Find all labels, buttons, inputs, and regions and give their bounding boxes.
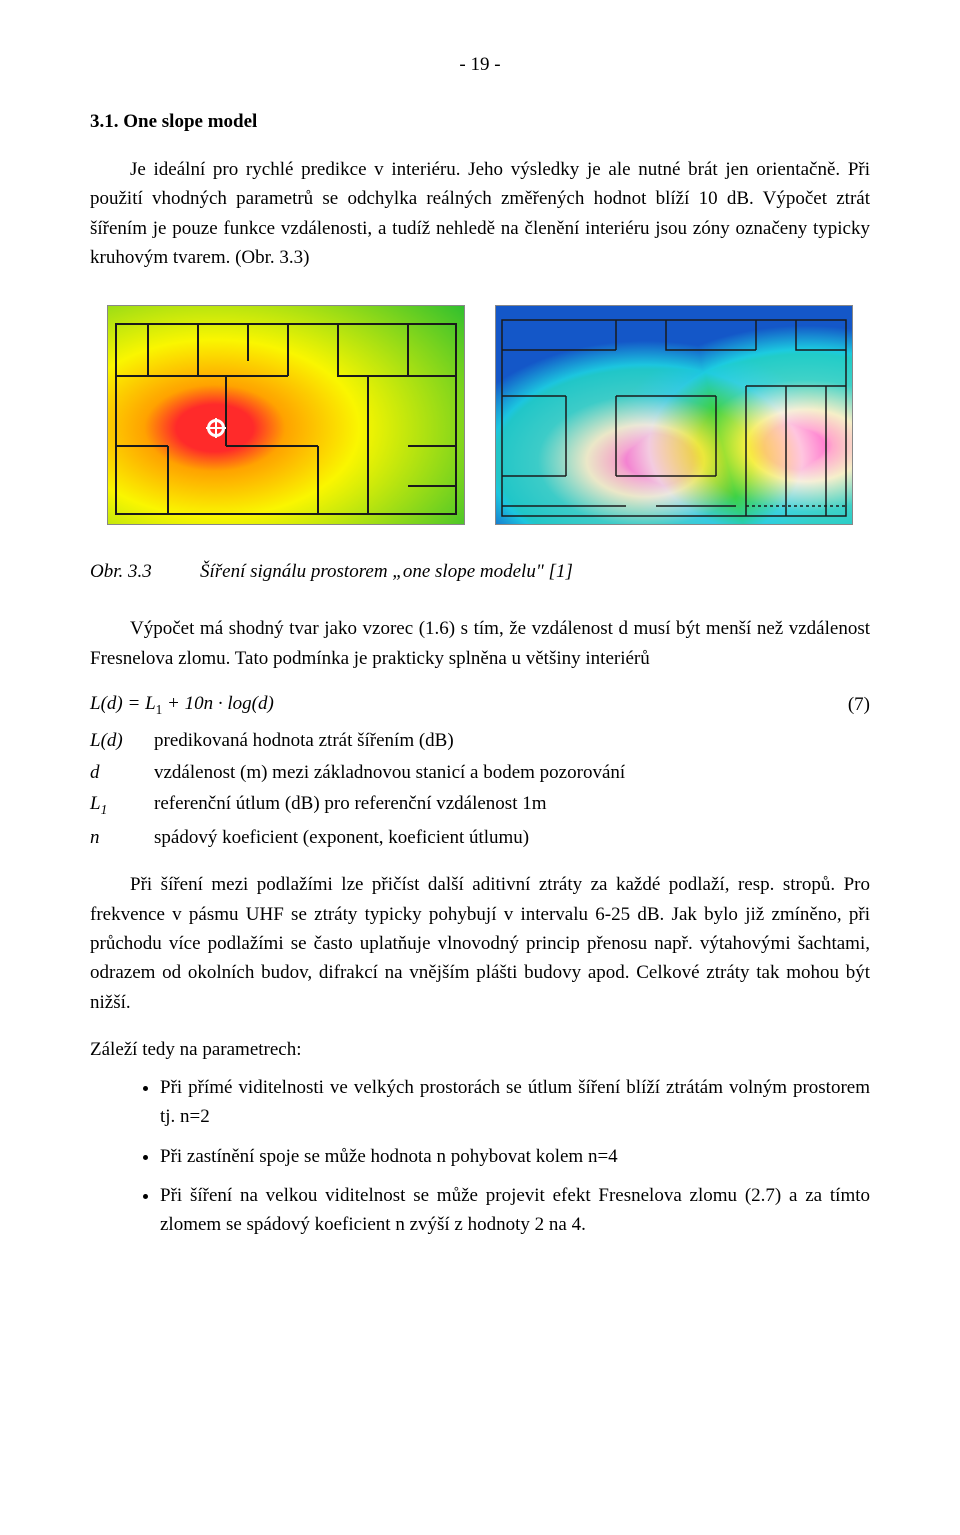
equation-row: L(d) = L1 + 10n · log(d) (7) xyxy=(90,689,870,720)
def-row: d vzdálenost (m) mezi základnovou stanic… xyxy=(90,758,870,787)
bullet-list: Při přímé viditelnosti ve velkých prosto… xyxy=(90,1073,870,1240)
list-item-text: Při šíření na velkou viditelnost se může… xyxy=(160,1185,870,1235)
list-item-text: Při zastínění spoje se může hodnota n po… xyxy=(160,1146,618,1167)
page-number: - 19 - xyxy=(90,50,870,79)
list-item-text: Při přímé viditelnosti ve velkých prosto… xyxy=(160,1077,870,1127)
equation: L(d) = L1 + 10n · log(d) xyxy=(90,689,820,720)
def-text: referenční útlum (dB) pro referenční vzd… xyxy=(154,789,870,820)
paragraph-floors: Při šíření mezi podlažími lze přičíst da… xyxy=(90,870,870,1017)
section-heading: 3.1. One slope model xyxy=(90,107,870,136)
figure-right-heatmap xyxy=(495,305,853,525)
equation-number: (7) xyxy=(820,690,870,719)
def-text: spádový koeficient (exponent, koeficient… xyxy=(154,823,870,852)
def-symbol: L(d) xyxy=(90,726,154,755)
def-symbol: L1 xyxy=(90,789,154,820)
def-symbol: n xyxy=(90,823,154,852)
def-row: L(d) predikovaná hodnota ztrát šířením (… xyxy=(90,726,870,755)
symbol-definitions: L(d) predikovaná hodnota ztrát šířením (… xyxy=(90,726,870,852)
list-item: Při šíření na velkou viditelnost se může… xyxy=(160,1181,870,1240)
intro-paragraph: Je ideální pro rychlé predikce v interié… xyxy=(90,155,870,273)
page: - 19 - 3.1. One slope model Je ideální p… xyxy=(0,0,960,1310)
def-row: n spádový koeficient (exponent, koeficie… xyxy=(90,823,870,852)
figure-left-heatmap xyxy=(107,305,465,525)
bullet-intro: Záleží tedy na parametrech: xyxy=(90,1035,870,1064)
figure-caption: Obr. 3.3 Šíření signálu prostorem „one s… xyxy=(90,557,870,586)
def-row: L1 referenční útlum (dB) pro referenční … xyxy=(90,789,870,820)
list-item: Při zastínění spoje se může hodnota n po… xyxy=(160,1142,870,1171)
paragraph-before-equation: Výpočet má shodný tvar jako vzorec (1.6)… xyxy=(90,614,870,673)
def-text: vzdálenost (m) mezi základnovou stanicí … xyxy=(154,758,870,787)
figures-row xyxy=(90,305,870,525)
figure-caption-label: Obr. 3.3 xyxy=(90,557,200,586)
figure-caption-text: Šíření signálu prostorem „one slope mode… xyxy=(200,557,573,586)
def-text: predikovaná hodnota ztrát šířením (dB) xyxy=(154,726,870,755)
list-item: Při přímé viditelnosti ve velkých prosto… xyxy=(160,1073,870,1132)
def-symbol: d xyxy=(90,758,154,787)
